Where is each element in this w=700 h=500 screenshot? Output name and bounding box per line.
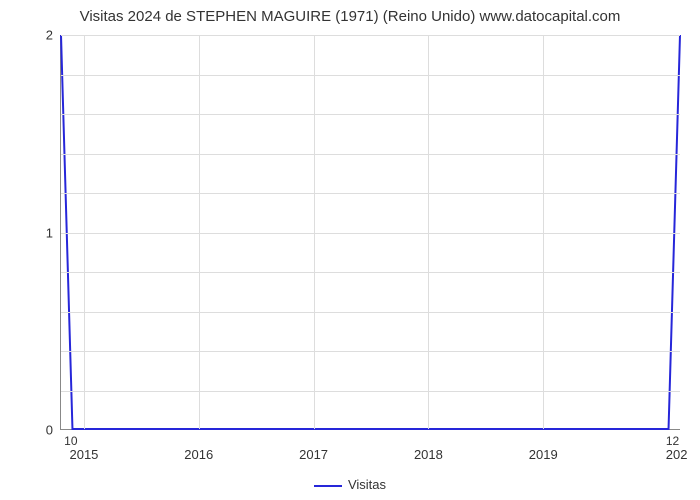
legend: Visitas	[0, 477, 700, 492]
gridline-h-minor	[61, 391, 680, 392]
gridline-h	[61, 35, 680, 36]
gridline-h-minor	[61, 272, 680, 273]
gridline-h-minor	[61, 193, 680, 194]
gridline-v	[314, 35, 315, 429]
legend-label: Visitas	[348, 477, 386, 492]
data-point-label: 12	[666, 434, 679, 448]
gridline-h	[61, 233, 680, 234]
gridline-h-minor	[61, 351, 680, 352]
gridline-h-minor	[61, 75, 680, 76]
x-tick-label: 2015	[69, 447, 98, 462]
x-tick-label-trailing: 202	[666, 447, 688, 462]
gridline-h-minor	[61, 312, 680, 313]
data-point-label: 10	[64, 434, 77, 448]
x-tick-label: 2019	[529, 447, 558, 462]
gridline-v	[543, 35, 544, 429]
x-tick-label: 2018	[414, 447, 443, 462]
gridline-v	[199, 35, 200, 429]
gridline-v	[428, 35, 429, 429]
plot-area: 012201520162017201820192021012	[60, 35, 680, 430]
chart-title: Visitas 2024 de STEPHEN MAGUIRE (1971) (…	[0, 8, 700, 25]
legend-swatch	[314, 485, 342, 487]
gridline-v	[84, 35, 85, 429]
x-tick-label: 2017	[299, 447, 328, 462]
y-tick-label: 2	[46, 28, 53, 43]
x-tick-label: 2016	[184, 447, 213, 462]
gridline-h-minor	[61, 154, 680, 155]
y-tick-label: 0	[46, 423, 53, 438]
gridline-h-minor	[61, 114, 680, 115]
y-tick-label: 1	[46, 225, 53, 240]
